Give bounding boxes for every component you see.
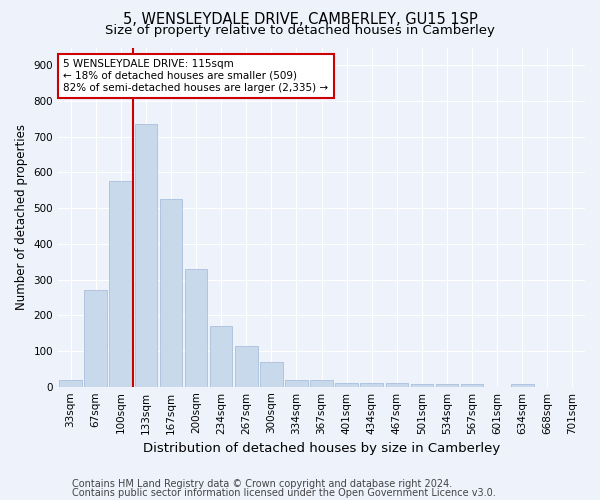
Bar <box>185 269 208 386</box>
Bar <box>285 380 308 386</box>
Bar <box>260 362 283 386</box>
Text: Contains HM Land Registry data © Crown copyright and database right 2024.: Contains HM Land Registry data © Crown c… <box>72 479 452 489</box>
Bar <box>461 384 484 386</box>
Bar <box>310 380 333 386</box>
Bar <box>109 182 132 386</box>
Text: 5 WENSLEYDALE DRIVE: 115sqm
← 18% of detached houses are smaller (509)
82% of se: 5 WENSLEYDALE DRIVE: 115sqm ← 18% of det… <box>64 60 328 92</box>
Text: 5, WENSLEYDALE DRIVE, CAMBERLEY, GU15 1SP: 5, WENSLEYDALE DRIVE, CAMBERLEY, GU15 1S… <box>122 12 478 28</box>
Bar <box>134 124 157 386</box>
Bar <box>436 384 458 386</box>
Bar <box>386 383 408 386</box>
Bar <box>335 383 358 386</box>
Bar <box>410 384 433 386</box>
Bar <box>361 383 383 386</box>
Text: Contains public sector information licensed under the Open Government Licence v3: Contains public sector information licen… <box>72 488 496 498</box>
Y-axis label: Number of detached properties: Number of detached properties <box>15 124 28 310</box>
X-axis label: Distribution of detached houses by size in Camberley: Distribution of detached houses by size … <box>143 442 500 455</box>
Bar <box>210 326 232 386</box>
Text: Size of property relative to detached houses in Camberley: Size of property relative to detached ho… <box>105 24 495 37</box>
Bar <box>235 346 257 387</box>
Bar <box>511 384 533 386</box>
Bar <box>59 380 82 386</box>
Bar <box>160 199 182 386</box>
Bar <box>85 290 107 386</box>
